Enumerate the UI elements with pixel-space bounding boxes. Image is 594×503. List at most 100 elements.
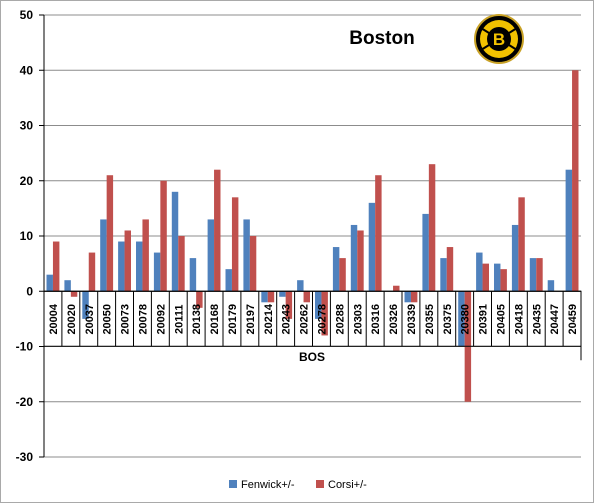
team-logo: B [474, 14, 524, 64]
bar-Corsi+/- [160, 180, 167, 292]
x-tick-label: 20078 [137, 304, 149, 335]
x-tick-label: 20339 [406, 304, 418, 335]
bar-Corsi+/- [410, 291, 418, 303]
bar-Corsi+/- [428, 164, 436, 292]
bar-Corsi+/- [446, 247, 454, 292]
bar-Fenwick+/- [547, 280, 555, 292]
bar-Fenwick+/- [171, 191, 179, 292]
bar-Fenwick+/- [494, 263, 501, 292]
y-tick-label: 20 [20, 174, 34, 188]
bar-Fenwick+/- [82, 291, 89, 319]
bar-Corsi+/- [572, 70, 579, 292]
bar-Corsi+/- [214, 169, 221, 292]
bar-Corsi+/- [88, 252, 96, 292]
x-axis-label: BOS [299, 350, 325, 364]
axes [39, 14, 581, 458]
x-tick-label: 20168 [209, 304, 221, 335]
bar-Corsi+/- [375, 175, 382, 292]
legend-label: Corsi+/- [328, 479, 367, 491]
logo-letter: B [493, 30, 505, 49]
bar-Corsi+/- [196, 291, 203, 308]
bar-Corsi+/- [357, 230, 364, 292]
bar-Fenwick+/- [189, 258, 197, 292]
x-tick-label: 20020 [66, 304, 78, 335]
x-tick-label: 20288 [334, 304, 346, 335]
y-tick-label: 10 [20, 229, 34, 243]
bar-Fenwick+/- [279, 291, 286, 297]
legend: Fenwick+/- Corsi+/- [229, 479, 367, 491]
bar-Fenwick+/- [315, 291, 322, 319]
y-tick-label: -10 [16, 340, 34, 354]
x-tick-label: 20380 [460, 304, 472, 335]
bar-Corsi+/- [142, 219, 149, 292]
bar-Fenwick+/- [368, 202, 376, 292]
bar-Fenwick+/- [153, 252, 161, 292]
x-tick-label: 20316 [370, 304, 382, 335]
bar-Fenwick+/- [243, 219, 250, 292]
x-tick-label: 20004 [48, 303, 60, 334]
category-labels: 20004 20020 20037 20050 20073 20078 20092 20111… [43, 290, 582, 361]
x-tick-label: 20092 [155, 304, 167, 335]
x-tick-label: 20355 [424, 304, 436, 335]
x-tick-label: 20405 [495, 304, 507, 335]
bar-Fenwick+/- [46, 274, 53, 292]
bar-Corsi+/- [70, 291, 78, 297]
x-tick-label: 20375 [442, 304, 454, 335]
bar-Corsi+/- [303, 291, 310, 303]
x-tick-label: 20214 [263, 303, 275, 334]
x-tick-label: 20037 [84, 304, 96, 335]
legend-swatch [229, 480, 237, 488]
legend-swatch [316, 480, 324, 488]
bar-Fenwick+/- [100, 219, 107, 292]
bar-Corsi+/- [536, 258, 543, 292]
bar-Corsi+/- [482, 263, 489, 292]
x-tick-label: 20138 [191, 304, 203, 335]
x-tick-label: 20435 [531, 304, 543, 335]
x-tick-label: 20179 [227, 304, 239, 335]
bar-Fenwick+/- [297, 280, 304, 292]
bar-Fenwick+/- [458, 291, 465, 347]
bar-Fenwick+/- [422, 213, 429, 292]
x-tick-label: 20111 [173, 305, 185, 334]
x-tick-label: 20243 [281, 304, 293, 335]
bar-Corsi+/- [267, 291, 275, 303]
y-tick-label: 40 [20, 63, 34, 77]
y-tick-label: -30 [16, 450, 34, 464]
x-tick-label: 20197 [245, 304, 257, 335]
bar-Corsi+/- [178, 236, 185, 292]
bar-Fenwick+/- [565, 169, 573, 292]
bar-Fenwick+/- [118, 241, 125, 292]
bar-Corsi+/- [231, 197, 239, 292]
bar-Fenwick+/- [440, 258, 447, 292]
y-tick-label: 30 [20, 119, 34, 133]
x-tick-label: 20303 [352, 304, 364, 335]
bar-Fenwick+/- [404, 291, 411, 303]
x-tick-label: 20391 [478, 304, 490, 335]
bar-Fenwick+/- [511, 224, 519, 292]
x-tick-label: 20073 [120, 304, 132, 335]
x-tick-label: 20418 [513, 304, 525, 335]
bar-Corsi+/- [106, 175, 114, 292]
bar-Corsi+/- [285, 291, 293, 319]
legend-label: Fenwick+/- [241, 479, 295, 491]
chart-title: Boston [349, 28, 414, 49]
bar-Fenwick+/- [64, 280, 71, 292]
x-tick-label: 20447 [549, 304, 561, 335]
y-tick-label: -20 [16, 395, 34, 409]
bar-Corsi+/- [500, 269, 507, 292]
x-tick-label: 20326 [388, 304, 400, 335]
bar-Corsi+/- [393, 285, 400, 292]
bar-Fenwick+/- [136, 241, 143, 292]
x-tick-label: 20050 [102, 304, 114, 335]
bar-Fenwick+/- [476, 252, 483, 292]
y-tick-label: 50 [20, 8, 34, 22]
bar-Corsi+/- [52, 241, 60, 292]
bar-Corsi+/- [518, 197, 525, 292]
bar-Corsi+/- [124, 230, 131, 292]
bar-Corsi+/- [321, 291, 328, 336]
x-tick-label: 20262 [299, 304, 311, 335]
bar-Fenwick+/- [261, 291, 268, 303]
bar-Fenwick+/- [332, 247, 340, 292]
